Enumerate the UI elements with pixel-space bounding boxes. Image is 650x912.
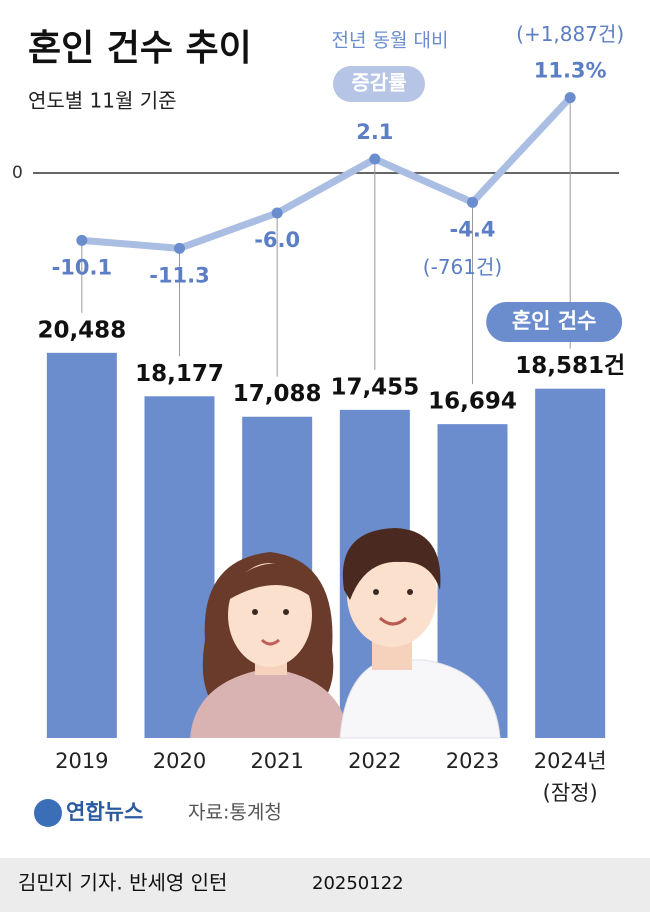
- line-marker: [174, 242, 185, 254]
- credit: 김민지 기자. 반세영 인턴: [18, 871, 227, 895]
- x-tick-label: 2021: [250, 749, 303, 773]
- logo: 연합뉴스: [66, 800, 143, 824]
- annotation: (잠정): [543, 781, 598, 805]
- woman-body: [190, 668, 348, 738]
- x-tick-label: 2023: [446, 749, 499, 773]
- footer: [0, 858, 650, 912]
- bar-value-label: 17,088: [233, 381, 322, 407]
- man-eye: [407, 589, 413, 595]
- legend-badge: [333, 66, 425, 102]
- x-tick-label: 2024년: [534, 749, 607, 773]
- bar-value-label: 16,694: [428, 389, 517, 415]
- bar-value-label: 18,177: [135, 361, 224, 387]
- line-marker: [76, 234, 88, 246]
- annotation: 전년 동월 대비: [332, 30, 449, 52]
- woman-mouth: [260, 638, 280, 646]
- date: 20250122: [312, 873, 404, 894]
- annotation: (-761건): [423, 255, 502, 279]
- man-hair: [342, 528, 441, 600]
- chart-title: 혼인 건수 추이: [28, 28, 252, 69]
- logo-icon: [34, 799, 62, 827]
- bar-value-label: 18,581건: [515, 353, 625, 379]
- x-tick-label: 2020: [153, 749, 206, 773]
- man-shirt: [339, 659, 501, 739]
- line-value-label: -6.0: [254, 228, 300, 252]
- illustration: [190, 528, 501, 739]
- legend-label: 혼인 건수: [512, 309, 597, 333]
- line-value-label: 2.1: [356, 120, 393, 144]
- bar: [144, 396, 215, 738]
- line: [81, 95, 573, 252]
- line-value-label: 11.3%: [534, 59, 607, 83]
- legend-badge: [486, 302, 623, 342]
- line-value-label: -10.1: [52, 255, 113, 279]
- x-tick-label: 2019: [55, 749, 108, 773]
- line-value-label: -4.4: [450, 217, 496, 241]
- woman-eye: [252, 609, 258, 615]
- source: 자료:통계청: [188, 802, 282, 824]
- bar: [535, 388, 606, 738]
- legend-label: 증감률: [351, 71, 406, 95]
- line-marker: [467, 196, 478, 208]
- man-mouth: [378, 616, 408, 626]
- x-tick-label: 2022: [348, 749, 401, 773]
- woman-eye: [283, 609, 289, 615]
- annotation: (+1,887건): [516, 22, 624, 46]
- labels: 2019 2020 2021 2022 2023 2024년 (잠정) 20,488 18,17…: [37, 22, 625, 805]
- chart-subtitle: 연도별 11월 기준: [28, 89, 177, 113]
- bar-value-label: 20,488: [37, 317, 126, 343]
- y2-tick-label: 0: [12, 163, 23, 183]
- bar: [46, 352, 117, 738]
- man-eye: [373, 589, 379, 595]
- line-marker: [564, 92, 576, 104]
- line-value-label: -11.3: [149, 263, 210, 287]
- line-marker: [369, 153, 381, 165]
- woman-bangs: [228, 563, 316, 600]
- line-marker: [271, 207, 283, 219]
- bar-value-label: 17,455: [330, 374, 419, 400]
